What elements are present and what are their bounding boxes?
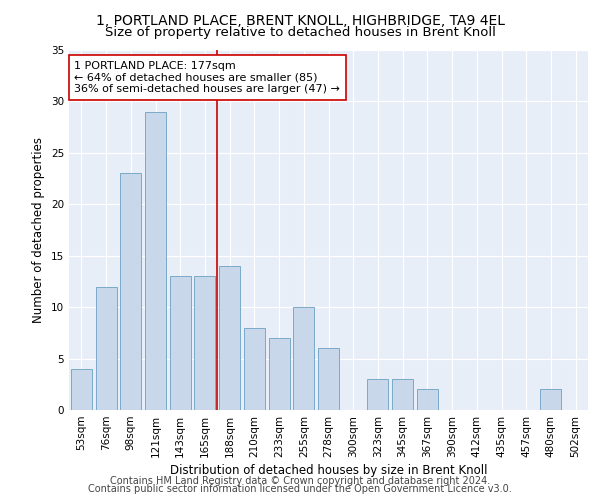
Y-axis label: Number of detached properties: Number of detached properties	[32, 137, 46, 323]
X-axis label: Distribution of detached houses by size in Brent Knoll: Distribution of detached houses by size …	[170, 464, 487, 477]
Text: 1 PORTLAND PLACE: 177sqm
← 64% of detached houses are smaller (85)
36% of semi-d: 1 PORTLAND PLACE: 177sqm ← 64% of detach…	[74, 61, 340, 94]
Text: Contains HM Land Registry data © Crown copyright and database right 2024.: Contains HM Land Registry data © Crown c…	[110, 476, 490, 486]
Bar	[244, 328, 265, 410]
Bar	[194, 276, 215, 410]
Bar	[71, 369, 92, 410]
Bar	[367, 379, 388, 410]
Bar	[392, 379, 413, 410]
Bar	[170, 276, 191, 410]
Bar	[269, 338, 290, 410]
Bar	[120, 174, 141, 410]
Bar	[95, 286, 116, 410]
Text: Contains public sector information licensed under the Open Government Licence v3: Contains public sector information licen…	[88, 484, 512, 494]
Bar	[318, 348, 339, 410]
Text: Size of property relative to detached houses in Brent Knoll: Size of property relative to detached ho…	[104, 26, 496, 39]
Bar	[293, 307, 314, 410]
Bar	[417, 390, 438, 410]
Bar	[145, 112, 166, 410]
Bar	[541, 390, 562, 410]
Bar	[219, 266, 240, 410]
Text: 1, PORTLAND PLACE, BRENT KNOLL, HIGHBRIDGE, TA9 4EL: 1, PORTLAND PLACE, BRENT KNOLL, HIGHBRID…	[95, 14, 505, 28]
